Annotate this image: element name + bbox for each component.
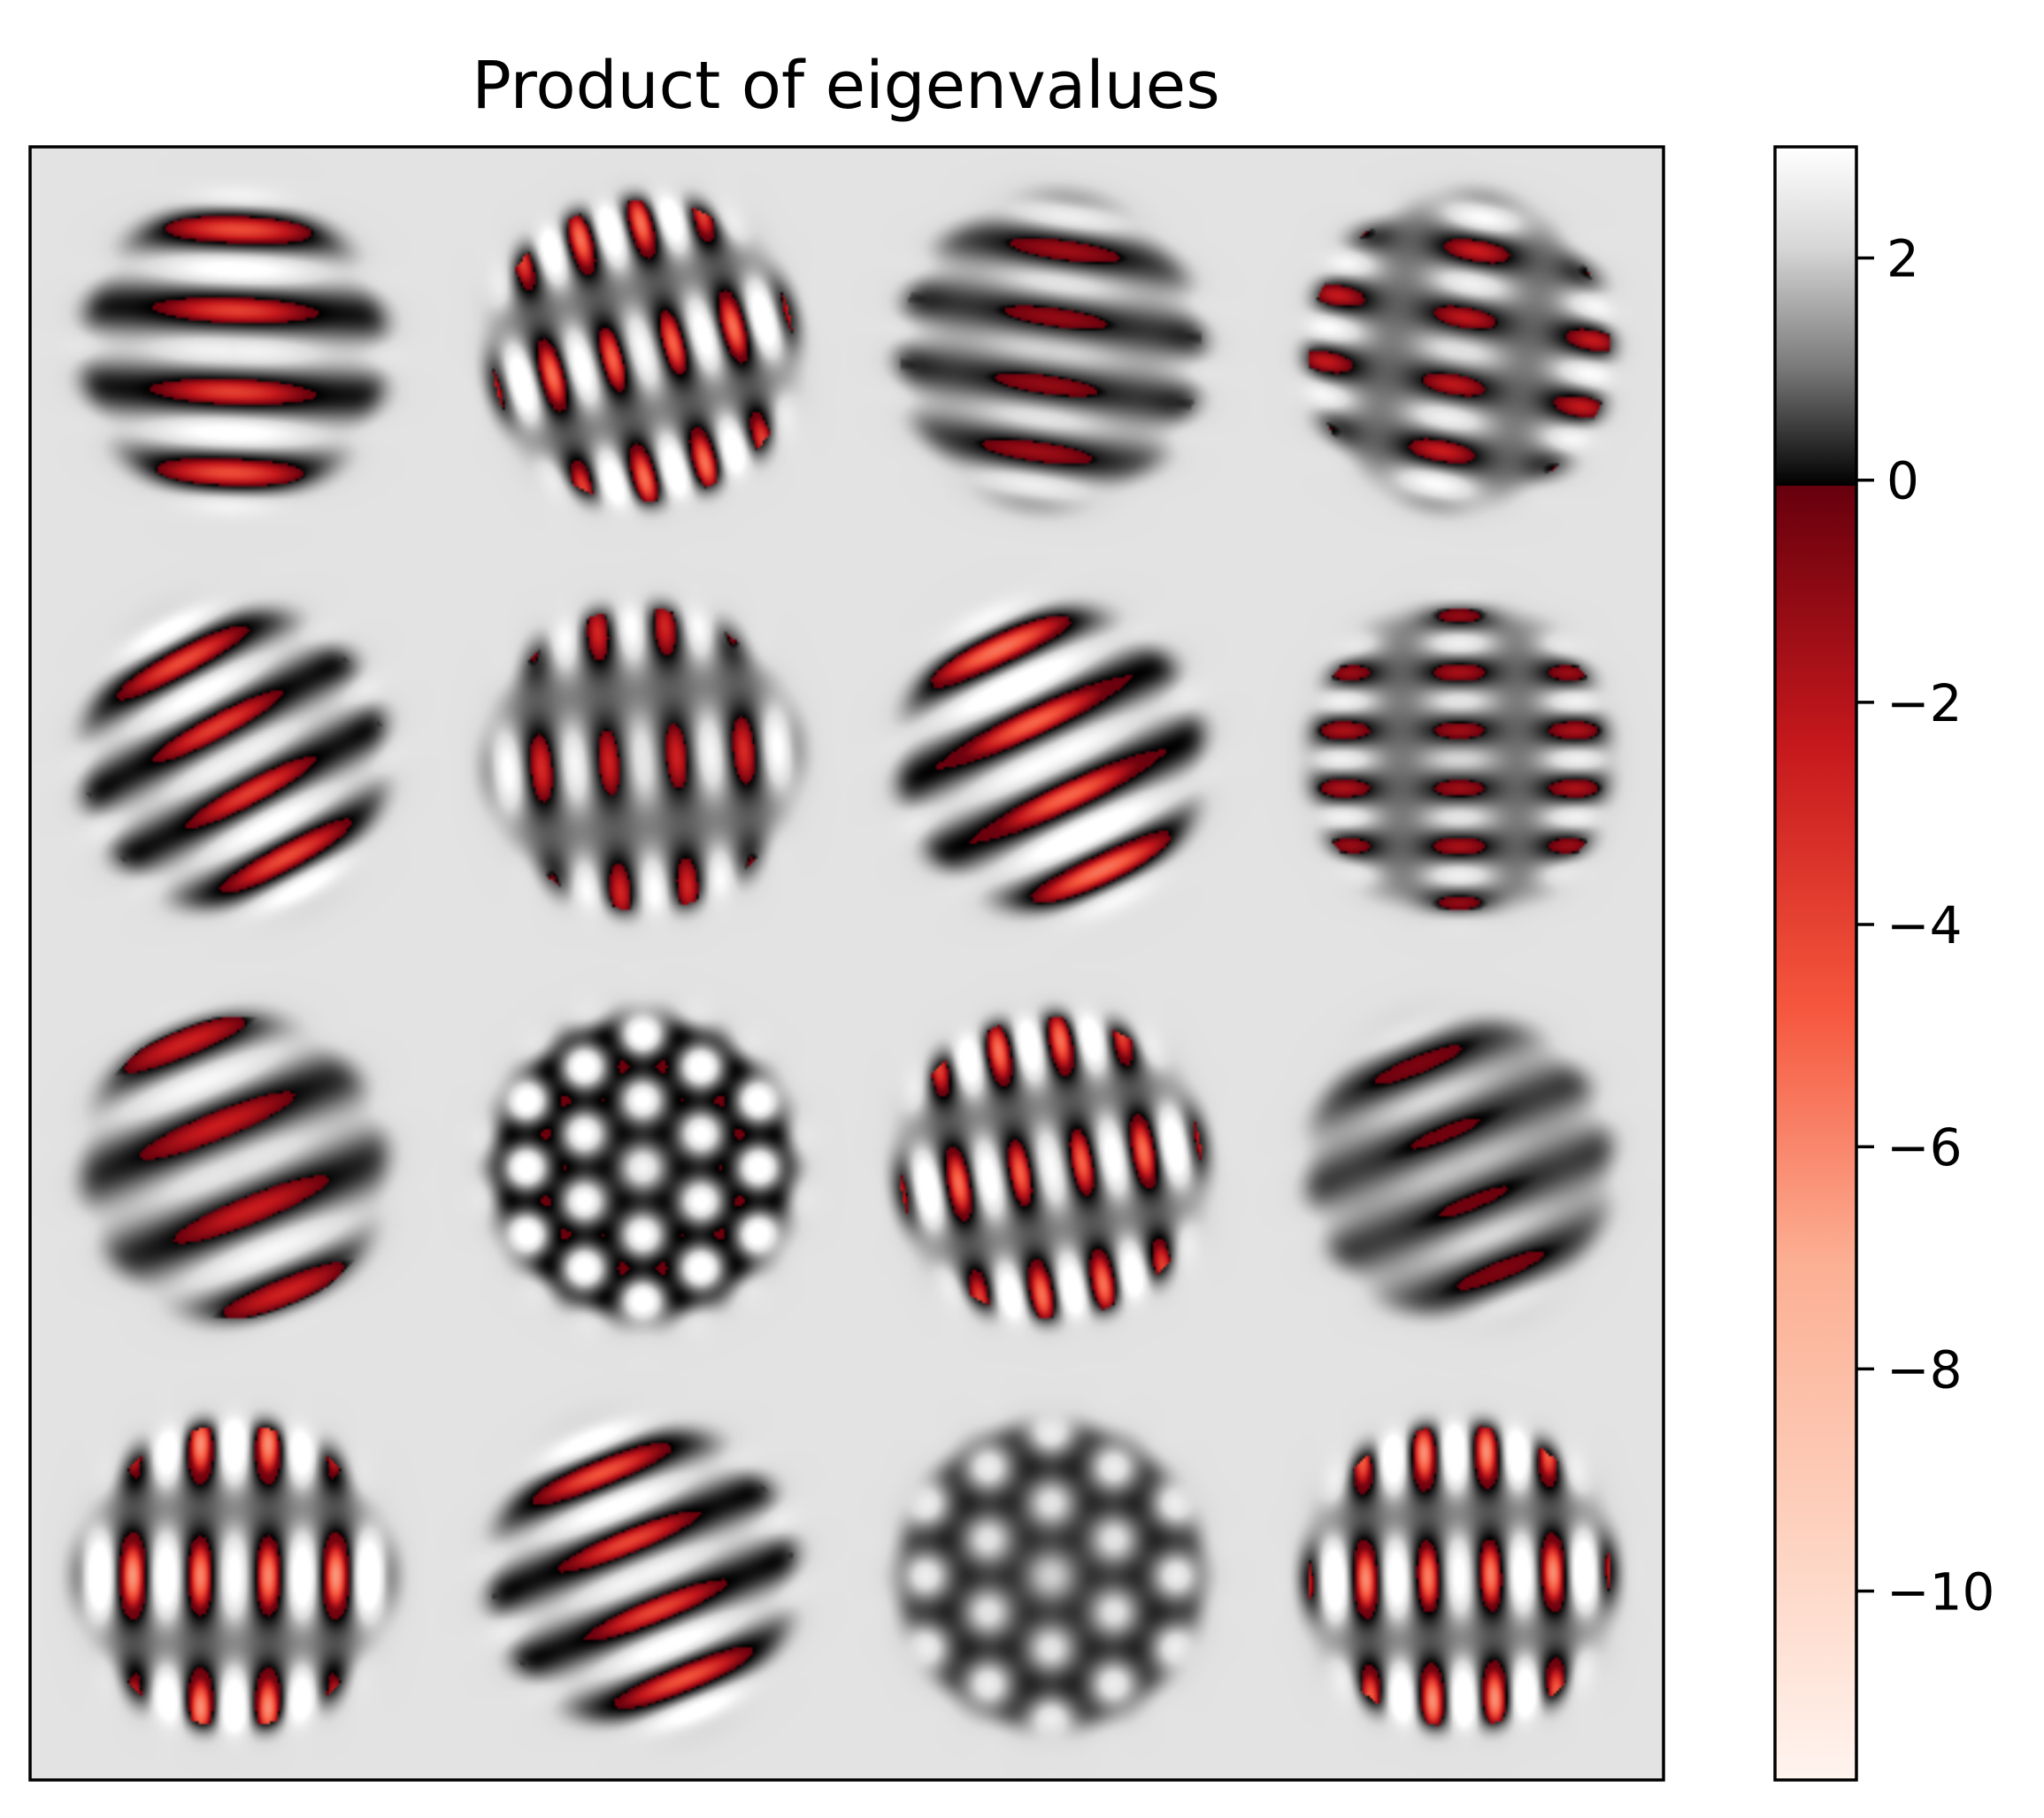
colorbar-tick-label: −4 [1886, 895, 1963, 955]
heatmap-cell-r2-c2 [847, 963, 1256, 1372]
heatmap-cell-r1-c3 [1255, 555, 1664, 963]
chart-title: Product of eigenvalues [472, 48, 1220, 124]
heatmap-cell-r1-c2 [847, 555, 1256, 963]
heatmap-cell-r0-c0 [30, 147, 439, 556]
heatmap-cell-r2-c1 [438, 963, 847, 1372]
colorbar-negative-segment [1775, 486, 1856, 1780]
colorbar-tick-label: −6 [1886, 1117, 1963, 1177]
heatmap-cell-r1-c0 [30, 555, 439, 963]
heatmap-cell-r2-c3 [1255, 963, 1664, 1372]
colorbar-tick-label: −2 [1886, 673, 1963, 733]
heatmap-cell-r3-c1 [438, 1371, 847, 1780]
heatmap-cell-r3-c3 [1255, 1371, 1664, 1780]
colorbar-tick-label: −10 [1886, 1562, 1994, 1622]
colorbar-frame [1773, 145, 1858, 1782]
heatmap-cell-r1-c1 [438, 555, 847, 963]
colorbar: 2 0 −2 −4 −6 −8 −10 [1773, 145, 1994, 1782]
heatmap-cell-r2-c0 [30, 963, 439, 1372]
heatmap-cell-r3-c0 [30, 1371, 439, 1780]
plot-frame [28, 145, 1665, 1782]
colorbar-tick-label: 2 [1886, 229, 1919, 289]
heatmap-cell-r3-c2 [847, 1371, 1256, 1780]
heatmap-cells [30, 147, 1664, 1780]
heatmap-cell-r0-c3 [1255, 147, 1664, 556]
colorbar-ticks: 2 0 −2 −4 −6 −8 −10 [1856, 229, 1994, 1622]
colorbar-tick-label: −8 [1886, 1339, 1963, 1400]
colorbar-positive-segment [1775, 147, 1856, 486]
colorbar-tick-label: 0 [1886, 451, 1919, 511]
heatmap-cell-r0-c2 [847, 147, 1256, 556]
heatmap-cell-r0-c1 [438, 147, 847, 556]
